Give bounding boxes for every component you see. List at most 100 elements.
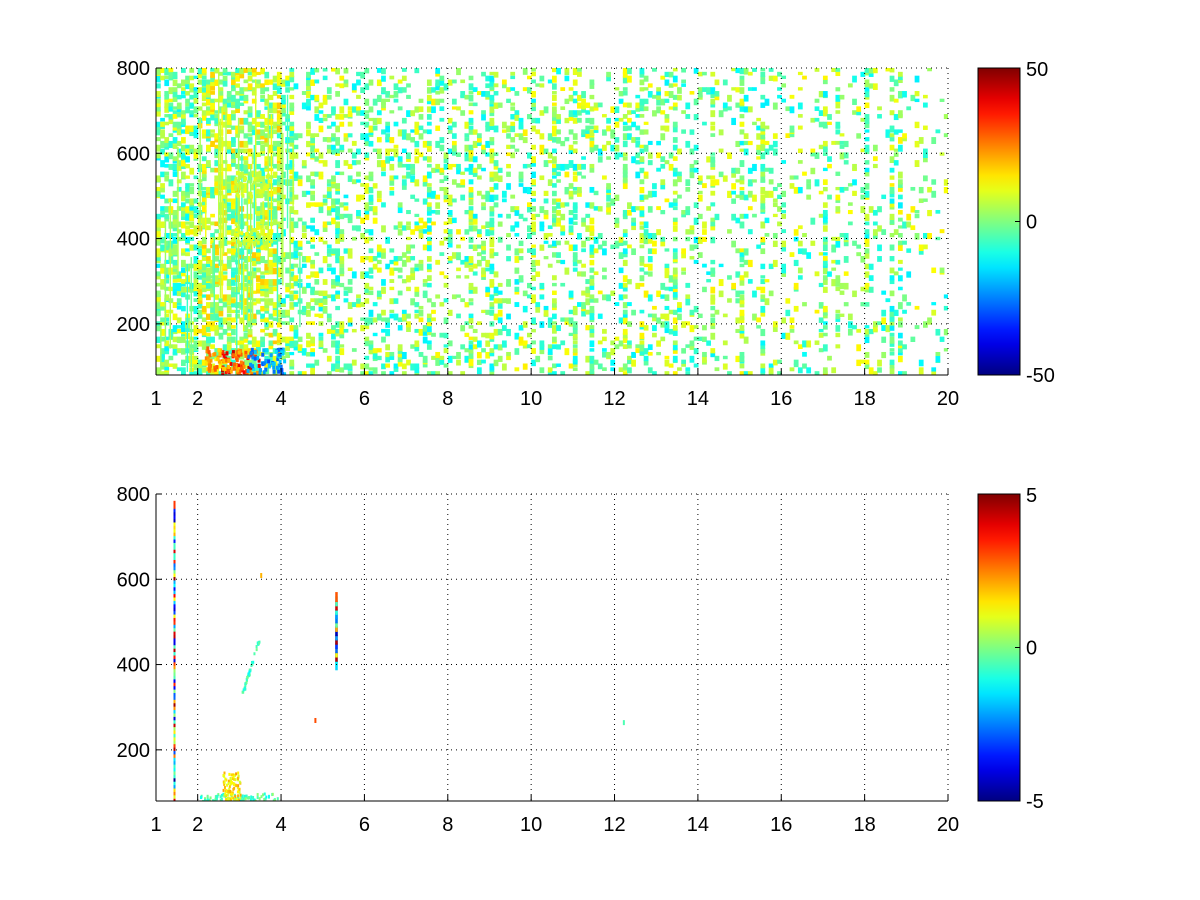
heatmap-cell — [864, 160, 870, 165]
heatmap-cell — [214, 160, 220, 167]
heatmap-cell — [364, 156, 370, 161]
heatmap-cell — [556, 163, 561, 171]
heatmap-cell — [235, 309, 240, 314]
heatmap-cell — [902, 294, 907, 302]
heatmap-cell — [164, 137, 170, 143]
heatmap-cell — [285, 309, 290, 316]
heatmap-cell — [572, 148, 578, 154]
heatmap-cell — [643, 290, 649, 298]
heatmap-cell — [318, 267, 324, 274]
heatmap-cell — [160, 194, 165, 199]
heatmap-cell — [889, 290, 895, 297]
heatmap-cell — [835, 94, 841, 102]
heatmap-cell — [693, 236, 699, 244]
heatmap-cell — [176, 83, 182, 89]
heatmap-cell — [156, 129, 161, 136]
heatmap-cell — [197, 328, 203, 334]
heatmap-cell — [485, 290, 491, 297]
heatmap-cell — [468, 121, 474, 125]
heatmap-cell — [893, 271, 899, 276]
heatmap-cell — [810, 217, 816, 225]
heatmap-cell — [881, 317, 887, 325]
heatmap-cell — [264, 332, 270, 337]
heatmap-cell — [577, 117, 582, 123]
heatmap-cell — [393, 267, 399, 271]
heatmap-cell — [360, 325, 366, 332]
heatmap-cluster-cell — [200, 795, 203, 799]
heatmap-cell — [160, 351, 165, 358]
heatmap-cell — [743, 94, 749, 102]
heatmap-cell — [172, 213, 178, 220]
heatmap-cell — [372, 117, 378, 126]
heatmap-cell — [339, 202, 345, 208]
heatmap-cell — [172, 156, 178, 162]
heatmap-cell — [251, 71, 257, 77]
heatmap-cell — [235, 252, 240, 258]
heatmap-cell — [431, 167, 436, 173]
heatmap-cell — [310, 336, 315, 344]
heatmap-cell — [422, 179, 428, 187]
heatmap-cell — [547, 133, 553, 141]
heatmap-cell — [222, 209, 228, 216]
heatmap-cell — [422, 129, 428, 134]
heatmap-cell — [864, 336, 870, 344]
heatmap-cluster-cell — [242, 797, 245, 801]
heatmap-cell — [231, 125, 236, 130]
heatmap-cell — [660, 156, 666, 162]
heatmap-cell — [260, 114, 265, 119]
heatmap-cell — [864, 248, 870, 254]
heatmap-cell — [181, 248, 186, 253]
heatmap-cell — [643, 233, 649, 238]
heatmap-cell — [918, 244, 924, 252]
heatmap-cell — [297, 179, 303, 187]
heatmap-cell — [710, 317, 716, 324]
heatmap-cell — [672, 121, 678, 128]
heatmap-cell — [256, 83, 261, 89]
heatmap-cell — [285, 267, 290, 274]
heatmap-cell — [606, 194, 611, 202]
heatmap-cell — [164, 317, 170, 322]
heatmap-cell — [256, 344, 261, 352]
heatmap-cell — [381, 309, 386, 316]
heatmap-cell — [802, 363, 807, 369]
heatmap-cell — [589, 340, 595, 348]
heatmap-cell — [631, 248, 636, 256]
heatmap-cell — [622, 294, 628, 299]
heatmap-cell — [393, 313, 399, 321]
heatmap-cell — [652, 371, 657, 375]
heatmap-cell — [672, 248, 678, 253]
heatmap-cell — [652, 248, 657, 255]
heatmap-cell — [577, 171, 582, 176]
heatmap-cell — [201, 206, 207, 213]
heatmap-cell — [918, 248, 924, 255]
heatmap-cell — [335, 363, 341, 369]
heatmap-hotspot-cell — [260, 224, 264, 229]
heatmap-cluster-cell — [225, 797, 228, 801]
heatmap-cell — [289, 110, 295, 115]
heatmap-cell — [789, 125, 795, 133]
heatmap-hotspot-cell — [215, 365, 219, 370]
heatmap-cell — [522, 137, 528, 144]
heatmap-cell — [631, 137, 636, 143]
heatmap-cell — [293, 325, 299, 330]
heatmap-cell — [381, 129, 386, 135]
heatmap-cell — [251, 117, 257, 125]
heatmap-cell — [268, 340, 274, 346]
heatmap-cell — [272, 217, 278, 224]
heatmap-cell — [718, 171, 724, 178]
heatmap-cell — [506, 87, 511, 93]
heatmap-cell — [668, 286, 674, 292]
heatmap-cell — [172, 125, 178, 131]
heatmap-cell — [572, 328, 578, 335]
heatmap-cell — [185, 163, 190, 169]
heatmap-cell — [935, 236, 941, 241]
heatmap-cell — [156, 325, 161, 332]
heatmap-cell — [272, 206, 278, 212]
heatmap-cell — [777, 206, 782, 212]
heatmap-cell — [839, 186, 845, 193]
heatmap-cell — [401, 117, 407, 124]
heatmap-cell — [264, 190, 270, 196]
heatmap-cell — [847, 202, 853, 206]
heatmap-cell — [289, 217, 295, 222]
heatmap-cell — [160, 282, 165, 290]
